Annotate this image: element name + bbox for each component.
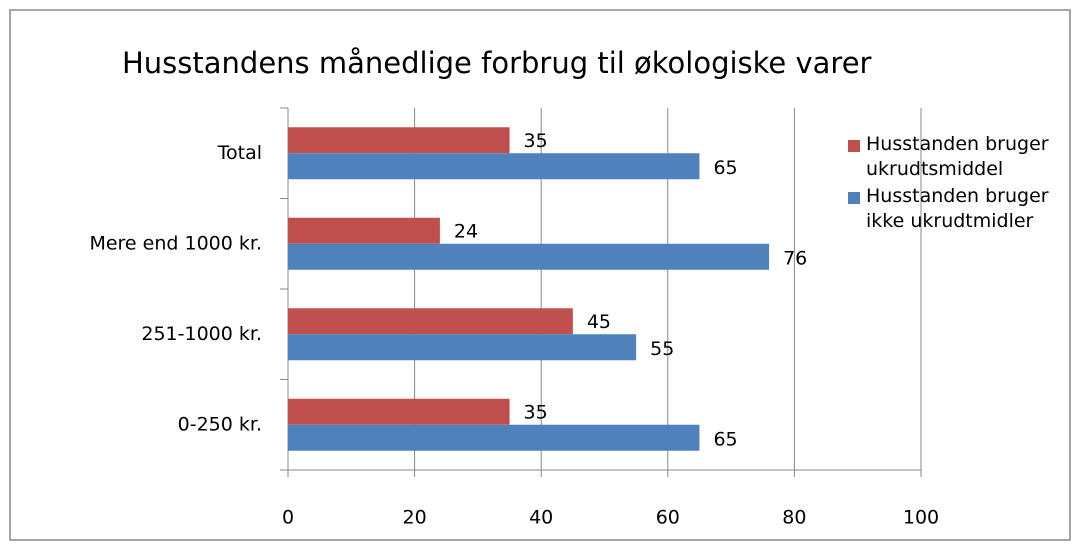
data-label: 24 — [454, 220, 478, 242]
bar — [288, 308, 573, 335]
y-tick-label: Mere end 1000 kr. — [89, 232, 262, 254]
legend-swatch — [848, 192, 860, 204]
bar — [288, 243, 770, 270]
data-label: 65 — [713, 428, 737, 450]
y-tick-label: 251-1000 kr. — [141, 323, 262, 345]
bar — [288, 153, 700, 180]
chart-title: Husstandens månedlige forbrug til økolog… — [122, 46, 872, 80]
x-tick-label: 100 — [903, 507, 939, 529]
y-tick-label: 0-250 kr. — [178, 413, 262, 435]
x-tick-label: 0 — [282, 507, 294, 529]
y-tick-label: Total — [217, 142, 262, 164]
data-label: 55 — [650, 338, 674, 360]
x-tick-label: 40 — [529, 507, 553, 529]
data-label: 35 — [524, 401, 548, 423]
bar — [288, 217, 440, 244]
data-label: 35 — [524, 130, 548, 152]
x-tick-label: 60 — [656, 507, 680, 529]
data-label: 76 — [783, 247, 807, 269]
chart-frame — [9, 9, 1071, 541]
data-label: 65 — [713, 157, 737, 179]
bar — [288, 334, 637, 361]
legend-entry: Husstanden bruger ukrudtsmiddel — [866, 133, 1049, 180]
bar — [288, 398, 510, 425]
bar — [288, 127, 510, 154]
x-tick-label: 20 — [403, 507, 427, 529]
bar — [288, 424, 700, 451]
x-tick-label: 80 — [782, 507, 806, 529]
legend-swatch — [848, 140, 860, 152]
legend-entry: Husstanden bruger ikke ukrudtmidler — [866, 185, 1049, 232]
data-label: 45 — [587, 311, 611, 333]
